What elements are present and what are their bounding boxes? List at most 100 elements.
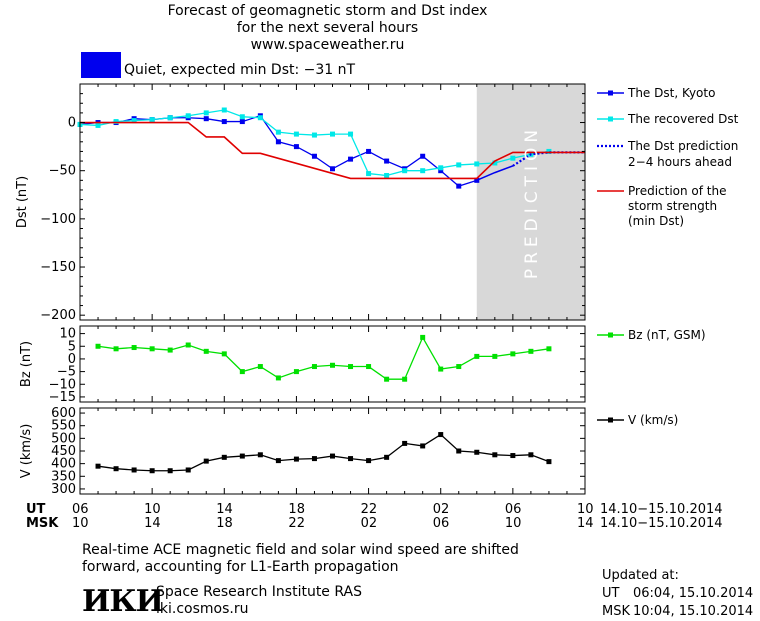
note-line1: Real-time ACE magnetic field and solar w… [82,542,519,558]
updated-msk-value: 10:04, 15.10.2014 [633,604,754,619]
msk-tick-label: 06 [432,516,450,531]
panel-1-series-0-point-2 [131,345,137,351]
panel-2-series-0-point-23 [510,453,516,459]
panel-0-series-0-point-8 [221,119,227,125]
panel-0-ytick-label: −200 [40,308,76,323]
panel-1-series-0-point-22 [492,353,498,359]
panel-0-series-2-point-16 [366,171,372,177]
panel-2-series-0-point-3 [149,468,155,474]
panel-1-series-0-point-23 [510,351,516,357]
panel-2-series-0-point-15 [366,458,372,464]
panel-0-series-2-point-17 [384,173,390,179]
ut-tick-label: 10 [577,502,594,517]
panel-2-ytick-label: 300 [51,482,76,497]
updated-label: Updated at: [602,568,679,583]
panel-0-series-2-point-24 [510,155,516,161]
msk-tick-label: 18 [216,516,233,531]
msk-tick-label: 22 [288,516,305,531]
institute-name: Space Research Institute RAS [156,584,362,600]
panel-2-series-0-point-20 [456,448,462,454]
panel-2-series-0-point-9 [257,452,263,458]
panel-0-series-0-point-17 [384,158,390,164]
panel-0-series-2-point-6 [185,113,191,119]
ut-tick-label: 22 [360,502,378,517]
panel-1-series-0-point-0 [95,343,101,349]
panel-1-series-0-point-1 [113,346,119,352]
ut-tick-label: 10 [144,502,161,517]
panel-1-ytick-label: 5 [68,339,76,354]
panel-0-series-2-point-18 [402,168,408,174]
panel-2-series-0-point-14 [348,456,354,462]
legend-dst-prediction-label-2: 2−4 hours ahead [628,155,732,169]
ut-tick-label: 14 [216,502,233,517]
panel-2-ytick-label: 500 [51,431,76,446]
panel-2-series-0-point-17 [402,440,408,446]
panel-0-series-0-point-14 [330,166,335,172]
panel-0-series-2-point-13 [311,132,317,138]
panel-1-series-0-point-19 [438,366,444,372]
ut-tick-label: 18 [288,502,305,517]
panel-0-series-1-line [476,165,514,182]
legend-strength-label-1: Prediction of the [628,184,727,198]
ut-tick-label: 02 [432,502,450,517]
panel-1-series-0-point-14 [348,364,354,370]
panel-0-series-2-point-23 [492,160,498,166]
panel-1-series-0-point-11 [293,369,299,375]
ut-axis-label: UT [26,502,46,517]
panel-0-series-2-point-10 [257,115,263,121]
panel-2-series-0-point-12 [311,456,317,462]
panel-0-series-2-point-21 [456,162,462,168]
panel-0-series-0-point-12 [293,144,299,150]
panel-1-series-0-point-20 [456,364,462,370]
panel-0-series-4-line [80,121,585,180]
panel-1-series-0-point-5 [185,342,191,348]
panel-1-series-0-point-4 [167,347,173,353]
legend-bz-mark-marker [608,332,613,338]
panel-0-series-2-point-5 [167,115,173,121]
panel-2-ytick-label: 450 [51,444,76,459]
panel-0-ytick-label: −100 [40,212,76,227]
panel-1-ytick-label: 0 [68,352,76,367]
msk-tick-label: 10 [72,516,89,531]
panel-2-ytick-label: 400 [51,457,76,472]
msk-tick-label: 10 [504,516,522,531]
panel-0-series-2-point-9 [239,114,245,120]
panel-0-series-2-point-19 [420,168,426,174]
panel-2-series-0-point-5 [185,467,191,473]
updated-ut-label: UT [602,586,620,601]
chart-title-line1: Forecast of geomagnetic storm and Dst in… [167,3,488,19]
panel-1-series-0-point-17 [402,376,408,382]
panel-1-ylabel: Bz (nT) [19,341,34,387]
panel-1-series-0-point-6 [203,348,209,354]
panel-2-series-0-point-24 [528,452,534,458]
panel-2-series-0-point-11 [293,456,299,462]
panel-1-ytick-label: −5 [57,365,76,380]
panel-1-series-0-point-10 [275,375,281,381]
panel-0-series-2-point-14 [330,131,335,137]
panel-0-ytick-label: −50 [49,164,76,179]
status-color-box [81,52,121,78]
panel-0-series-0-point-15 [348,156,354,162]
panel-2-series-0-point-1 [113,466,119,472]
panel-2-series-0-point-7 [221,454,227,460]
panel-0-series-0-point-13 [311,153,317,159]
panel-1-series-0-line [97,335,550,380]
panel-2-frame [79,407,586,495]
panel-1-series-0-point-12 [311,364,317,370]
panel-0-series-0-line [79,115,477,187]
panel-2-series-0-point-16 [384,454,390,460]
msk-tick-label: 14 [144,516,161,531]
msk-tick-label: 02 [360,516,378,531]
legend-bz-label: Bz (nT, GSM) [628,328,706,342]
legend-strength-label-3: (min Dst) [628,214,684,228]
updated-msk-label: MSK [602,604,630,619]
legend-v-label: V (km/s) [628,413,678,427]
panel-0-series-0-point-16 [366,148,372,154]
legend-dst-recovered-label: The recovered Dst [627,112,739,126]
panel-2-series-0-point-4 [167,468,173,474]
panel-2-ytick-label: 550 [51,419,76,434]
panel-2-series-0-point-25 [546,459,552,465]
panel-0-ylabel: Dst (nT) [15,176,30,228]
msk-tick-label: 14 [577,516,594,531]
note-line2: forward, accounting for L1-Earth propaga… [82,559,399,575]
